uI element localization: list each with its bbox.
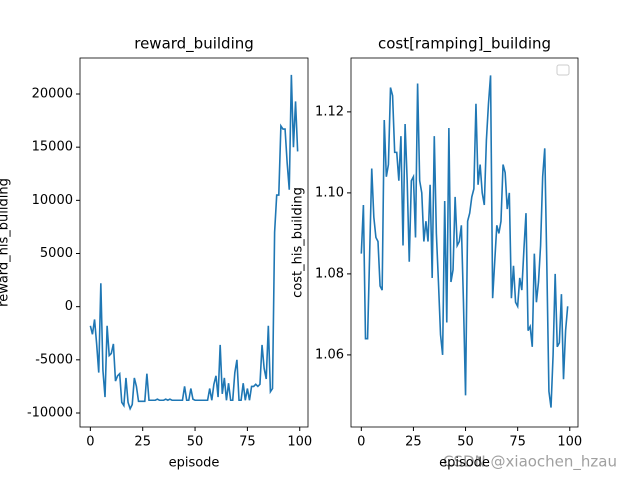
y-tick-label: 5000 bbox=[40, 246, 73, 261]
y-tick-label: 15000 bbox=[32, 140, 73, 155]
y-tick-label: 1.12 bbox=[315, 104, 344, 119]
data-line bbox=[360, 75, 569, 408]
data-line bbox=[89, 74, 299, 411]
y-tick-label: -5000 bbox=[35, 352, 73, 367]
x-tick-label: 75 bbox=[239, 435, 256, 450]
y-tick-label: 1.10 bbox=[315, 185, 344, 200]
x-axis-label: episode bbox=[169, 456, 220, 471]
y-axis-label: cost_his_building bbox=[291, 187, 306, 298]
x-tick-label: 0 bbox=[86, 435, 94, 450]
x-tick-label: 50 bbox=[187, 435, 204, 450]
y-axis-label: reward_his_building bbox=[0, 178, 12, 307]
y-tick-label: 20000 bbox=[32, 87, 73, 102]
chart-title: reward_building bbox=[134, 35, 254, 54]
plot-frame bbox=[350, 57, 579, 428]
chart-title: cost[ramping]_building bbox=[378, 35, 551, 54]
y-tick-label: 0 bbox=[65, 299, 73, 314]
plot-frame bbox=[79, 57, 309, 428]
x-tick-label: 75 bbox=[509, 435, 526, 450]
legend-box bbox=[556, 64, 570, 76]
x-tick-label: 25 bbox=[134, 435, 151, 450]
x-axis-label: episode bbox=[439, 456, 490, 471]
y-tick-label: 1.06 bbox=[315, 347, 344, 362]
x-tick-label: 0 bbox=[357, 435, 365, 450]
y-tick-label: 10000 bbox=[32, 193, 73, 208]
x-tick-label: 25 bbox=[405, 435, 422, 450]
y-tick-label: -10000 bbox=[27, 405, 73, 420]
y-tick-label: 1.08 bbox=[315, 266, 344, 281]
watermark: CSDN @xiaochen_hzau bbox=[443, 453, 617, 472]
x-tick-label: 50 bbox=[457, 435, 474, 450]
x-tick-label: 100 bbox=[557, 435, 582, 450]
x-tick-label: 100 bbox=[287, 435, 312, 450]
